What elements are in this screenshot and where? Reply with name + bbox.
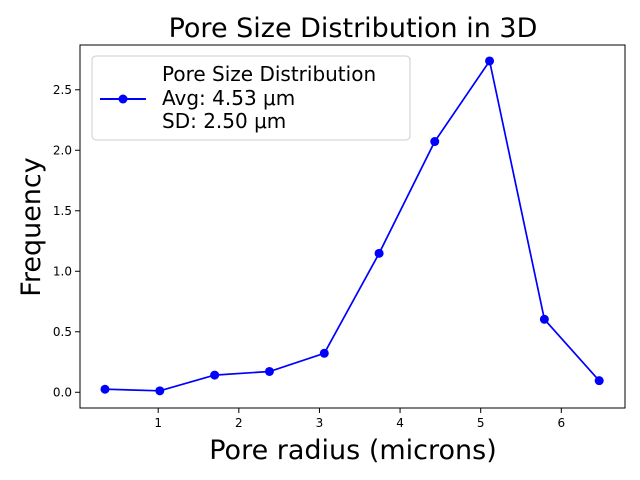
plot-area-frame: [79, 44, 626, 409]
y-tick-label: 0.0: [53, 385, 72, 399]
x-axis-ticks: 1 2 3 4 5 6: [154, 408, 565, 430]
legend-entry-sd: SD: 2.50 μm: [162, 109, 286, 133]
data-point: [264, 366, 274, 376]
x-tick-label: 1: [154, 416, 162, 430]
series-layer: [100, 56, 604, 396]
x-tick-label: 3: [316, 416, 324, 430]
x-tick-label: 4: [396, 416, 404, 430]
y-tick-label: 1.0: [53, 264, 72, 278]
x-tick-label: 2: [235, 416, 243, 430]
data-point: [485, 56, 495, 66]
y-tick-label: 0.5: [53, 325, 72, 339]
legend-marker-swatch: [118, 94, 128, 104]
y-tick-label: 2.0: [53, 143, 72, 157]
y-axis-label: Frequency: [16, 157, 47, 297]
data-point: [155, 386, 165, 396]
data-point: [374, 248, 384, 258]
x-tick-label: 5: [477, 416, 485, 430]
x-axis-label: Pore radius (microns): [209, 435, 497, 466]
y-axis-ticks: 0.0 0.5 1.0 1.5 2.0 2.5: [53, 83, 80, 399]
data-point: [430, 137, 440, 147]
data-point: [594, 376, 604, 386]
data-point: [539, 314, 549, 324]
series-line: [104, 58, 600, 392]
legend-box: [91, 55, 411, 141]
data-point: [210, 370, 220, 380]
legend-entry-series: Pore Size Distribution: [162, 62, 376, 86]
legend-entry-average: Avg: 4.53 μm: [162, 86, 295, 110]
chart-title: Pore Size Distribution in 3D: [169, 13, 538, 44]
x-tick-label: 6: [557, 416, 565, 430]
y-tick-label: 1.5: [53, 204, 72, 218]
y-tick-label: 2.5: [53, 83, 72, 97]
legend: Pore Size Distribution Avg: 4.53 μm SD: …: [91, 55, 411, 141]
data-point: [319, 348, 329, 358]
data-point: [100, 384, 110, 394]
